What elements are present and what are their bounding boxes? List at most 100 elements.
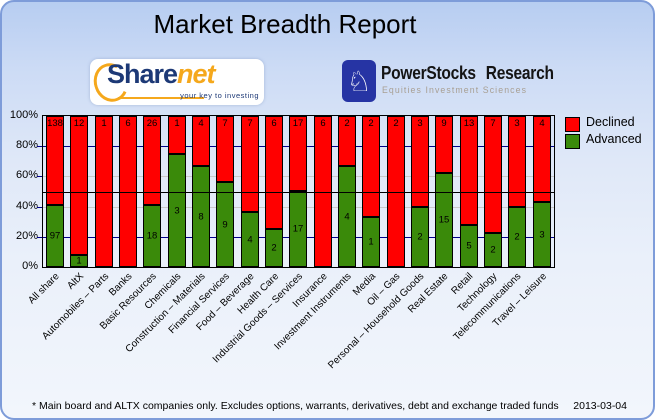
advanced-segment: 3 (533, 202, 551, 267)
footer: * Main board and ALTX companies only. Ex… (32, 400, 627, 412)
advanced-segment: 97 (46, 205, 64, 267)
declined-segment: 4 (192, 116, 210, 166)
sharenet-underline (118, 97, 204, 99)
bar-industrial-goods-services: 17 17 (289, 116, 307, 267)
declined-value-label: 13 (463, 118, 475, 129)
declined-segment: 2 (362, 116, 380, 217)
y-axis-tick (37, 176, 42, 177)
powerstocks-logo-subtitle: Equities Investment Sciences (382, 85, 528, 96)
declined-value-label: 26 (146, 118, 158, 129)
advanced-value-label: 3 (539, 229, 545, 240)
advanced-segment: 4 (241, 212, 259, 267)
advanced-value-label: 15 (438, 214, 450, 226)
declined-value-label: 2 (344, 118, 350, 129)
bar-all-share: 138 97 (46, 116, 64, 267)
bar-oil-gas: 2 (387, 116, 405, 267)
declined-segment: 3 (411, 116, 429, 207)
y-axis-label: 20% (15, 230, 38, 242)
declined-value-label: 1 (174, 118, 180, 129)
advanced-segment: 5 (460, 225, 478, 267)
declined-value-label: 4 (198, 118, 204, 129)
sharenet-logo: Sharenet your key to investing (88, 58, 264, 107)
report-date: 2013-03-04 (573, 400, 627, 412)
advanced-value-label: 1 (368, 236, 374, 248)
x-axis-label-altx: AltX (65, 271, 86, 292)
advanced-segment: 2 (411, 207, 429, 267)
declined-segment: 9 (435, 116, 453, 173)
advanced-value-label: 4 (344, 211, 350, 222)
bar-altx: 12 1 (70, 116, 88, 267)
declined-segment: 3 (508, 116, 526, 207)
declined-segment: 7 (241, 116, 259, 212)
declined-segment: 6 (314, 116, 332, 267)
powerstocks-logo-name: PowerStocks Research (381, 62, 554, 83)
advanced-segment: 3 (168, 154, 186, 267)
declined-segment: 17 (289, 116, 307, 191)
advanced-value-label: 97 (49, 230, 61, 242)
declined-segment: 26 (143, 116, 161, 205)
declined-value-label: 3 (514, 118, 520, 129)
advanced-value-label: 2 (417, 231, 423, 243)
declined-value-label: 9 (441, 118, 447, 129)
declined-segment: 7 (216, 116, 234, 182)
advanced-value-label: 2 (490, 244, 496, 256)
y-axis-label: 0% (22, 260, 38, 272)
declined-value-label: 17 (292, 118, 304, 129)
legend-swatch-advanced (565, 134, 580, 149)
declined-segment: 2 (387, 116, 405, 267)
declined-segment: 4 (533, 116, 551, 202)
advanced-segment: 2 (508, 207, 526, 267)
sharenet-tagline: your key to investing (180, 91, 259, 100)
declined-value-label: 2 (393, 118, 399, 129)
y-axis-tick (37, 237, 42, 238)
advanced-value-label: 17 (292, 223, 304, 235)
declined-segment: 12 (70, 116, 88, 255)
fifty-percent-reference-line (43, 192, 554, 193)
plot-frame (42, 115, 555, 268)
declined-segment: 1 (168, 116, 186, 154)
bar-real-estate: 9 15 (435, 116, 453, 267)
declined-segment: 6 (265, 116, 283, 229)
declined-segment: 138 (46, 116, 64, 205)
advanced-segment: 4 (338, 166, 356, 267)
declined-value-label: 7 (247, 118, 253, 129)
y-axis-tick (37, 207, 42, 208)
declined-value-label: 12 (73, 118, 85, 129)
y-axis-label: 60% (15, 169, 38, 181)
declined-value-label: 6 (125, 118, 131, 129)
advanced-value-label: 5 (466, 240, 472, 252)
bar-insurance: 6 (314, 116, 332, 267)
advanced-value-label: 8 (198, 211, 204, 222)
footnote: * Main board and ALTX companies only. Ex… (32, 400, 559, 412)
advanced-value-label: 9 (222, 219, 228, 230)
declined-value-label: 7 (490, 118, 496, 129)
y-axis-label: 40% (15, 200, 38, 212)
y-axis-label: 80% (15, 139, 38, 151)
declined-value-label: 3 (417, 118, 423, 129)
advanced-segment: 8 (192, 166, 210, 267)
y-axis-label: 100% (9, 109, 38, 121)
sharenet-wordmark-share: Share (107, 59, 178, 89)
advanced-value-label: 3 (174, 205, 180, 216)
powerstocks-knight-icon: ♘ (342, 60, 376, 102)
advanced-value-label: 2 (271, 242, 277, 254)
bar-banks: 6 (119, 116, 137, 267)
declined-segment: 13 (460, 116, 478, 225)
advanced-value-label: 4 (247, 234, 253, 245)
sharenet-wordmark: Sharenet (107, 59, 216, 90)
advanced-value-label: 18 (146, 230, 158, 242)
advanced-segment: 1 (70, 255, 88, 267)
legend-swatch-declined (565, 117, 580, 132)
y-axis-tick (37, 146, 42, 147)
declined-segment: 1 (95, 116, 113, 267)
